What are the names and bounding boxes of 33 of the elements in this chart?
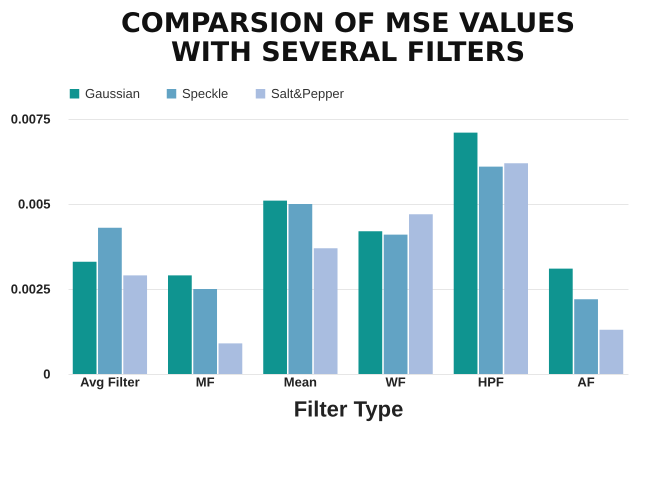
legend-label: Speckle bbox=[182, 86, 228, 101]
bar bbox=[263, 200, 287, 374]
x-tick-label: AF bbox=[577, 374, 595, 390]
bar bbox=[72, 262, 97, 374]
y-tick-label: 0.005 bbox=[18, 196, 50, 212]
bar bbox=[409, 214, 433, 374]
bar bbox=[218, 343, 242, 374]
bar bbox=[314, 248, 338, 374]
x-tick-label: HPF bbox=[478, 374, 504, 390]
bar bbox=[599, 330, 624, 374]
bar bbox=[454, 132, 478, 374]
bar bbox=[504, 163, 528, 374]
y-tick-label: 0 bbox=[43, 366, 50, 382]
bar bbox=[478, 166, 503, 374]
y-tick-label: 0.0075 bbox=[10, 112, 50, 126]
bar bbox=[168, 275, 192, 374]
bar bbox=[358, 231, 382, 374]
x-tick-label: WF bbox=[386, 374, 406, 390]
x-axis-title: Filter Type bbox=[294, 396, 404, 422]
x-tick-label: Mean bbox=[284, 374, 318, 390]
bar bbox=[193, 289, 218, 374]
y-tick-label: 0.0025 bbox=[10, 282, 50, 296]
x-tick-label: Avg Filter bbox=[80, 374, 140, 390]
chart-title: COMPARSION OF MSE VALUES WITH SEVERAL FILTERS bbox=[120, 8, 576, 68]
bar bbox=[574, 299, 598, 374]
bar bbox=[98, 228, 122, 374]
bar bbox=[288, 204, 312, 374]
bar bbox=[548, 268, 573, 374]
x-tick-label: MF bbox=[196, 374, 215, 390]
legend-label: Gaussian bbox=[85, 86, 140, 101]
bar bbox=[384, 234, 408, 374]
legend-label: Salt&Pepper bbox=[271, 86, 345, 101]
bar bbox=[123, 275, 148, 374]
